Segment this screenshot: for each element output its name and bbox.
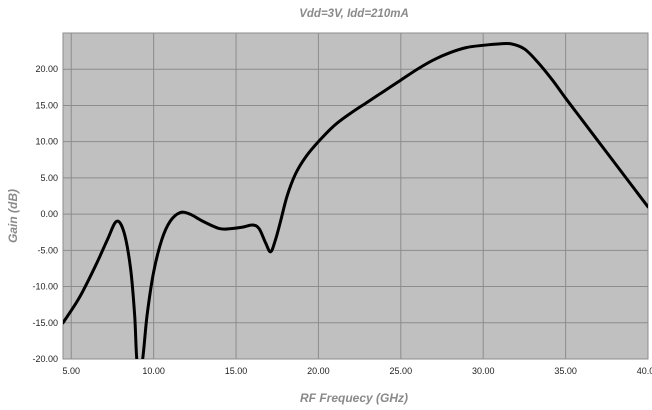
x-tick-label: 35.00: [554, 366, 577, 376]
x-tick-label: 15.00: [225, 366, 248, 376]
y-tick-label: -20.00: [32, 354, 58, 364]
y-tick-label: -10.00: [32, 282, 58, 292]
y-axis-ticks: -20.00 -15.00 -10.00 -5.00 0.00 5.00 10.00 15.0…: [32, 64, 58, 364]
gain-series-line: [63, 41, 648, 359]
y-tick-label: 0.00: [40, 209, 58, 219]
y-tick-label: 5.00: [40, 173, 58, 183]
plot-border: [62, 32, 649, 360]
y-tick-label: 10.00: [35, 137, 58, 147]
x-tick-label: 30.00: [472, 366, 495, 376]
x-tick-label: 20.00: [307, 366, 330, 376]
y-tick-label: 20.00: [35, 64, 58, 74]
y-tick-label: -15.00: [32, 318, 58, 328]
x-axis-label: RF Frequecy (GHz): [300, 391, 408, 405]
x-tick-label: 10.00: [142, 366, 165, 376]
x-tick-label: 25.00: [390, 366, 413, 376]
plot-area: [63, 33, 648, 359]
grid-lines: [62, 32, 649, 360]
y-tick-label: -5.00: [37, 245, 58, 255]
x-axis-ticks: 5.00 10.00 15.00 20.00 25.00 30.00 35.00 40.00: [62, 366, 652, 376]
y-tick-label: 15.00: [35, 100, 58, 110]
x-tick-label: 5.00: [62, 366, 80, 376]
x-tick-label: 40.00: [637, 366, 652, 376]
chart-title: Vdd=3V, Idd=210mA: [299, 8, 409, 20]
y-axis-label: Gain (dB): [6, 189, 20, 243]
series-layer: [63, 41, 648, 359]
